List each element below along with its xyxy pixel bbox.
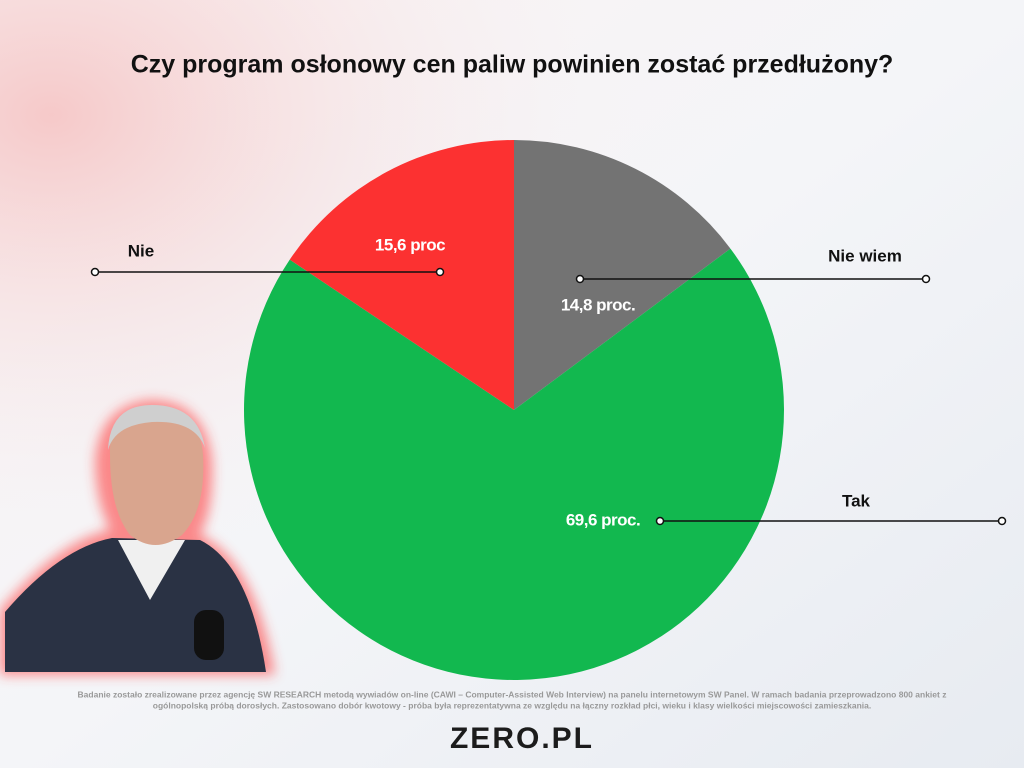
category-label: Nie: [128, 241, 154, 260]
value-label: 69,6 proc.: [566, 510, 640, 529]
leader-dot: [921, 274, 931, 284]
logo: ZERO.PL: [450, 722, 594, 755]
photo: [0, 400, 275, 675]
pie-slice: [514, 140, 731, 410]
footnote: Badanie zostało zrealizowane przez agenc…: [78, 689, 947, 699]
footnote: ogólnopolską próbą dorosłych. Zastosowan…: [153, 700, 871, 710]
category-label: Nie wiem: [828, 246, 902, 265]
leader-dot: [655, 516, 665, 526]
value-label: 15,6 proc: [375, 235, 445, 254]
leader-dot: [575, 274, 585, 284]
leader-dot: [997, 516, 1007, 526]
chart-title: Czy program osłonowy cen paliw powinien …: [131, 51, 894, 79]
labels: Nie wiem 14,8 proc. Tak 69,6 proc. Nie 15,6 p…: [90, 235, 1007, 529]
pie-slice: [289, 140, 514, 410]
leader-dot: [90, 267, 100, 277]
pie: [243, 140, 784, 680]
pie-slice: [243, 248, 784, 680]
value-label: 14,8 proc.: [561, 295, 635, 314]
category-label: Tak: [842, 491, 871, 510]
leader-dot: [435, 267, 445, 277]
